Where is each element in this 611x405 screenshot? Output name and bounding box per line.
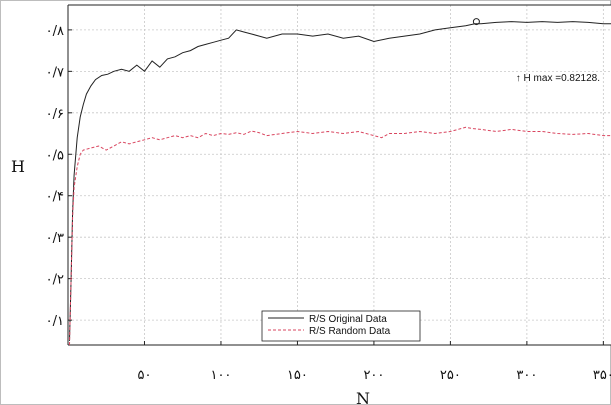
legend-label: R/S Random Data	[309, 326, 391, 337]
y-tick-label: ۰/۲	[46, 273, 64, 288]
y-tick-label: ۰/۱	[46, 314, 64, 329]
x-tick-label: ۱۵۰	[287, 368, 308, 383]
y-tick-label: ۰/۴	[46, 190, 64, 205]
axes	[67, 4, 611, 346]
legend-label: R/S Original Data	[309, 314, 387, 325]
y-axis-label: H	[11, 157, 25, 176]
x-tick-label: ۵۰	[137, 368, 151, 383]
grid	[68, 5, 611, 345]
y-tick-label: ۰/۵	[46, 148, 64, 163]
x-tick-label: ۲۵۰	[440, 368, 461, 383]
x-axis-label: N	[356, 389, 370, 405]
x-tick-label: ۳۰۰	[516, 368, 537, 383]
x-tick-label: ۳۵۰	[593, 368, 611, 383]
y-tick-label: ۰/۶	[46, 107, 64, 122]
series-line-random	[69, 126, 611, 346]
y-tick-label: ۰/۸	[46, 24, 64, 39]
x-tick-label: ۲۰۰	[363, 368, 384, 383]
legend-box	[261, 310, 421, 342]
y-tick-label: ۰/۳	[46, 231, 64, 246]
plot-area-background	[68, 5, 611, 345]
annotations: ↑ H max =0.82128.	[472, 18, 600, 84]
x-tick-label: ۱۰۰	[210, 368, 231, 383]
hmax-annotation: ↑ H max =0.82128.	[516, 73, 600, 84]
hmax-marker	[472, 18, 480, 26]
y-tick-label: ۰/۷	[46, 65, 64, 80]
tick-labels: ۵۰ ۱۰۰ ۱۵۰ ۲۰۰ ۲۵۰ ۳۰۰ ۳۵۰ ۰/۱ ۰/۲ ۰/۳ ۰/۴ ۰/۵ ۰/۶ ۰/…	[46, 24, 611, 383]
